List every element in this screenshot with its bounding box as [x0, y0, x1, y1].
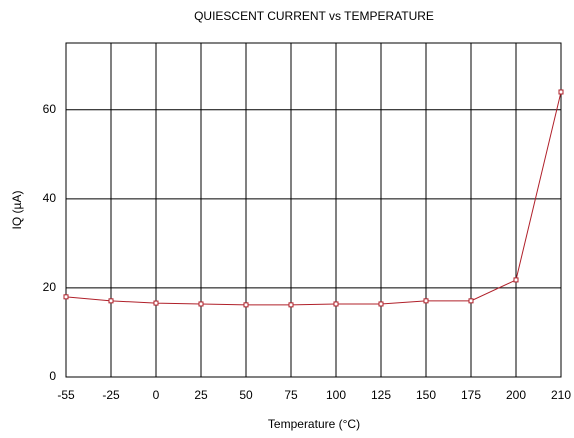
data-point — [378, 301, 384, 307]
x-tick-label: 0 — [153, 388, 160, 402]
data-point — [288, 302, 294, 308]
x-tick-label: 175 — [461, 388, 481, 402]
data-line — [65, 91, 562, 306]
data-point — [558, 89, 564, 95]
data-point — [198, 301, 204, 307]
data-point — [63, 294, 69, 300]
y-axis-label: IQ (µA) — [10, 191, 24, 230]
plot-frame — [65, 42, 562, 378]
x-tick-label: 200 — [506, 388, 526, 402]
data-point — [468, 298, 474, 304]
x-tick-label: -55 — [57, 388, 75, 402]
x-tick-label: 25 — [194, 388, 208, 402]
x-tick-label: 125 — [371, 388, 391, 402]
x-axis-label: Temperature (°C) — [268, 417, 360, 431]
data-point — [423, 298, 429, 304]
y-tick-label: 40 — [43, 191, 57, 205]
y-tick-label: 0 — [49, 369, 56, 383]
x-tick-label: 50 — [239, 388, 253, 402]
data-point — [108, 298, 114, 304]
x-tick-label: 150 — [416, 388, 436, 402]
x-tick-label: 100 — [326, 388, 346, 402]
data-point — [243, 302, 249, 308]
x-tick-label: -25 — [102, 388, 120, 402]
y-tick-label: 20 — [43, 280, 57, 294]
data-point — [153, 300, 159, 306]
y-tick-label: 60 — [43, 102, 57, 116]
chart-title: QUIESCENT CURRENT vs TEMPERATURE — [194, 9, 434, 23]
data-point — [333, 301, 339, 307]
x-tick-label: 210 — [551, 388, 571, 402]
data-point — [513, 277, 519, 283]
x-tick-label: 75 — [284, 388, 298, 402]
